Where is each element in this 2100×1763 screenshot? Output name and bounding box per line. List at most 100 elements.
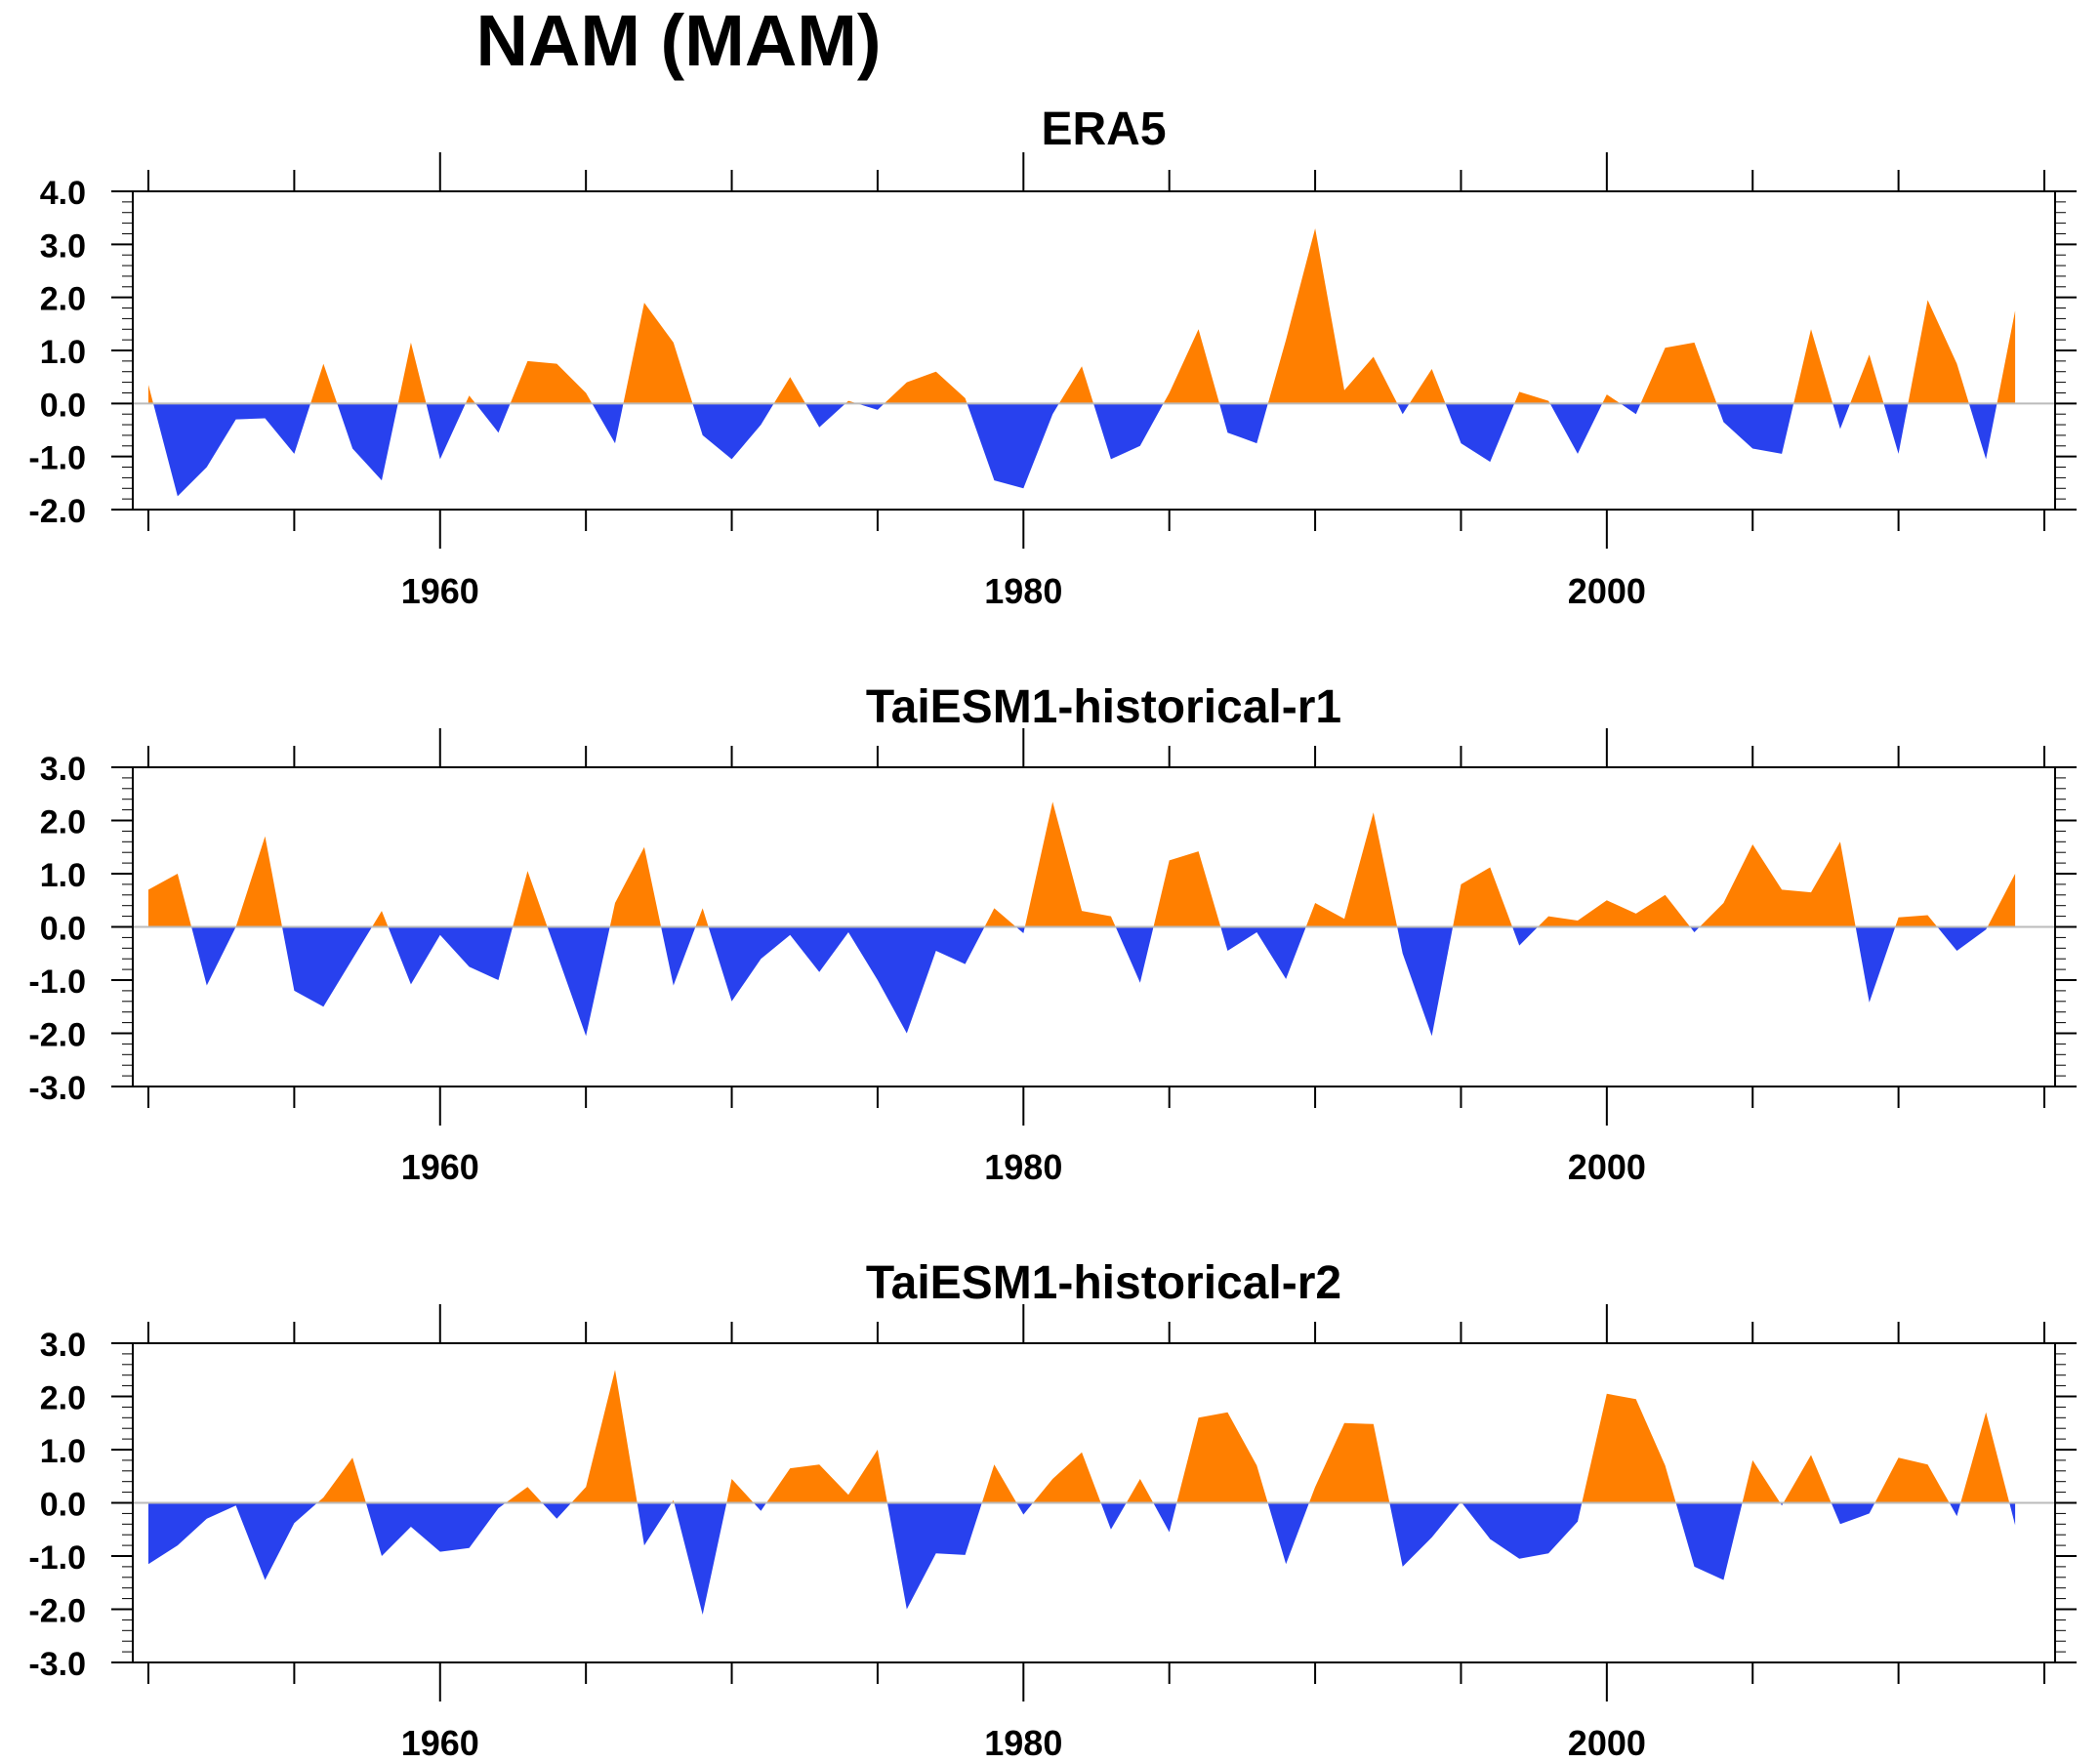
- positive-anomaly-area: [773, 377, 805, 404]
- positive-anomaly-area: [609, 846, 662, 927]
- y-tick-label: -3.0: [28, 1070, 86, 1107]
- negative-anomaly-area: [967, 403, 1059, 489]
- negative-anomaly-area: [1397, 403, 1410, 415]
- negative-anomaly-area: [282, 926, 373, 1007]
- positive-anomaly-area: [1987, 874, 2016, 927]
- negative-anomaly-area: [337, 403, 398, 481]
- positive-anomaly-area: [1024, 801, 1116, 927]
- figure-title: NAM (MAM): [475, 0, 882, 81]
- positive-anomaly-area: [766, 1450, 887, 1503]
- negative-anomaly-area: [2009, 1502, 2016, 1526]
- positive-anomaly-area: [1640, 342, 1717, 404]
- positive-anomaly-area: [1793, 329, 1833, 404]
- positive-anomaly-area: [1582, 1393, 1676, 1503]
- negative-anomaly-area: [1100, 1502, 1127, 1530]
- y-tick-label: 3.0: [40, 751, 86, 788]
- negative-anomaly-area: [1016, 1502, 1034, 1515]
- positive-anomaly-area: [1126, 1479, 1154, 1503]
- negative-anomaly-area: [805, 403, 846, 428]
- positive-anomaly-area: [317, 1457, 366, 1503]
- positive-anomaly-area: [1153, 851, 1221, 927]
- positive-anomaly-area: [1305, 812, 1398, 927]
- y-tick-label: -1.0: [28, 1539, 86, 1577]
- negative-anomaly-area: [1389, 1502, 1461, 1567]
- negative-anomaly-area: [1462, 1502, 1583, 1559]
- y-tick-label: 1.0: [40, 1433, 86, 1470]
- positive-anomaly-area: [148, 874, 192, 927]
- y-tick-label: 2.0: [40, 804, 86, 841]
- negative-anomaly-area: [637, 1502, 672, 1546]
- positive-anomaly-area: [1453, 867, 1513, 927]
- positive-anomaly-area: [1308, 1422, 1390, 1503]
- y-tick-label: -3.0: [28, 1646, 86, 1683]
- negative-anomaly-area: [475, 403, 511, 433]
- positive-anomaly-area: [1895, 915, 1938, 927]
- x-tick-label: 1980: [984, 571, 1062, 611]
- positive-anomaly-area: [726, 1479, 754, 1503]
- x-tick-label: 2000: [1568, 571, 1646, 611]
- positive-anomaly-area: [623, 303, 693, 404]
- x-tick-label: 1960: [401, 1723, 479, 1763]
- positive-anomaly-area: [1783, 1455, 1832, 1503]
- negative-anomaly-area: [1831, 1502, 1875, 1525]
- negative-anomaly-area: [1093, 403, 1164, 460]
- x-tick-label: 2000: [1568, 1723, 1646, 1763]
- y-tick-label: -1.0: [28, 964, 86, 1001]
- x-tick-label: 1960: [401, 1147, 479, 1187]
- y-tick-label: 1.0: [40, 857, 86, 894]
- positive-anomaly-area: [1960, 1412, 2010, 1503]
- positive-anomaly-area: [1908, 300, 1969, 404]
- positive-anomaly-area: [513, 871, 548, 927]
- chart-panel: ERA5 4.0 3.0 2.0 1.0 0.0 -1.0 -2.0 1960 1980 2000: [28, 103, 2077, 611]
- y-tick-label: 0.0: [40, 911, 86, 948]
- positive-anomaly-area: [981, 1464, 1017, 1503]
- positive-anomaly-area: [1850, 354, 1884, 404]
- negative-anomaly-area: [1267, 1502, 1309, 1565]
- negative-anomaly-area: [1220, 926, 1306, 979]
- negative-anomaly-area: [365, 1502, 506, 1556]
- negative-anomaly-area: [592, 403, 624, 444]
- positive-anomaly-area: [1874, 1457, 1950, 1503]
- positive-anomaly-area: [1538, 894, 1691, 927]
- negative-anomaly-area: [708, 926, 985, 1034]
- positive-anomaly-area: [1514, 391, 1550, 404]
- positive-anomaly-area: [510, 360, 593, 404]
- positive-anomaly-area: [1742, 1459, 1781, 1503]
- chart-title: TaiESM1-historical-r2: [866, 1257, 1341, 1309]
- negative-anomaly-area: [1397, 926, 1454, 1037]
- positive-anomaly-area: [465, 395, 475, 404]
- x-tick-label: 1960: [401, 571, 479, 611]
- positive-anomaly-area: [372, 911, 389, 927]
- negative-anomaly-area: [1716, 403, 1794, 454]
- negative-anomaly-area: [1153, 1502, 1177, 1533]
- positive-anomaly-area: [1699, 841, 1856, 927]
- positive-anomaly-area: [310, 363, 338, 404]
- negative-anomaly-area: [388, 926, 514, 985]
- y-tick-label: -2.0: [28, 1017, 86, 1054]
- y-tick-label: 1.0: [40, 334, 86, 371]
- negative-anomaly-area: [1675, 1502, 1743, 1580]
- x-tick-label: 1980: [984, 1723, 1062, 1763]
- negative-anomaly-area: [1549, 403, 1603, 454]
- negative-anomaly-area: [1855, 926, 1896, 1003]
- negative-anomaly-area: [1690, 926, 1700, 932]
- y-tick-label: 3.0: [40, 1327, 86, 1364]
- negative-anomaly-area: [1968, 403, 1997, 460]
- positive-anomaly-area: [1409, 369, 1446, 404]
- y-tick-label: -2.0: [28, 493, 86, 530]
- negative-anomaly-area: [191, 926, 236, 986]
- negative-anomaly-area: [661, 926, 696, 986]
- y-tick-label: 0.0: [40, 387, 86, 424]
- positive-anomaly-area: [884, 371, 968, 404]
- positive-anomaly-area: [1997, 310, 2016, 404]
- chart-title: ERA5: [1041, 103, 1166, 155]
- x-tick-label: 1980: [984, 1147, 1062, 1187]
- negative-anomaly-area: [753, 1502, 766, 1511]
- positive-anomaly-area: [148, 385, 153, 404]
- y-tick-label: -1.0: [28, 440, 86, 477]
- positive-anomaly-area: [1033, 1452, 1101, 1503]
- negative-anomaly-area: [1937, 926, 1988, 951]
- y-tick-label: 2.0: [40, 281, 86, 318]
- negative-anomaly-area: [547, 926, 610, 1037]
